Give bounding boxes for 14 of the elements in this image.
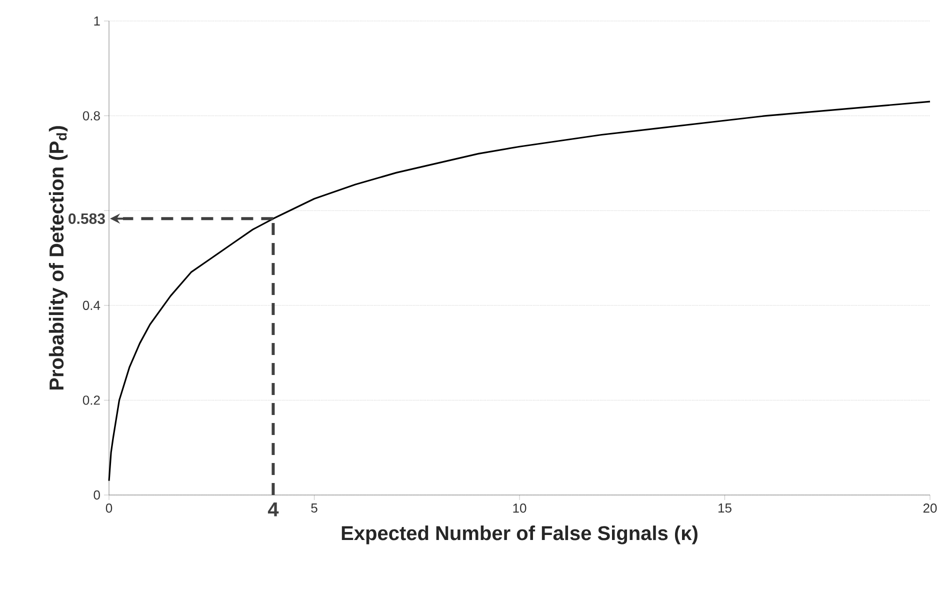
ref-line-label: 4 xyxy=(268,502,279,516)
y-tick-label: 0 xyxy=(94,490,100,500)
x-tick-label: 0 xyxy=(106,504,112,513)
y-axis-title: Probability of Detection (P$_{d}$) xyxy=(48,126,68,390)
x-tick-label: 20 xyxy=(923,504,937,513)
x-tick-label: 5 xyxy=(311,504,318,513)
y-tick-label: 0.8 xyxy=(82,111,100,120)
x-tick-label: 10 xyxy=(513,504,526,513)
y-tick-label: 0.2 xyxy=(82,396,100,405)
ref-line-label: 0.583 xyxy=(68,213,105,224)
x-axis-title: Expected Number of False Signals (κ) xyxy=(342,526,698,544)
y-tick-label: 1 xyxy=(94,16,100,26)
y-tick-label: 0.4 xyxy=(82,300,100,310)
x-tick-label: 15 xyxy=(718,504,732,513)
